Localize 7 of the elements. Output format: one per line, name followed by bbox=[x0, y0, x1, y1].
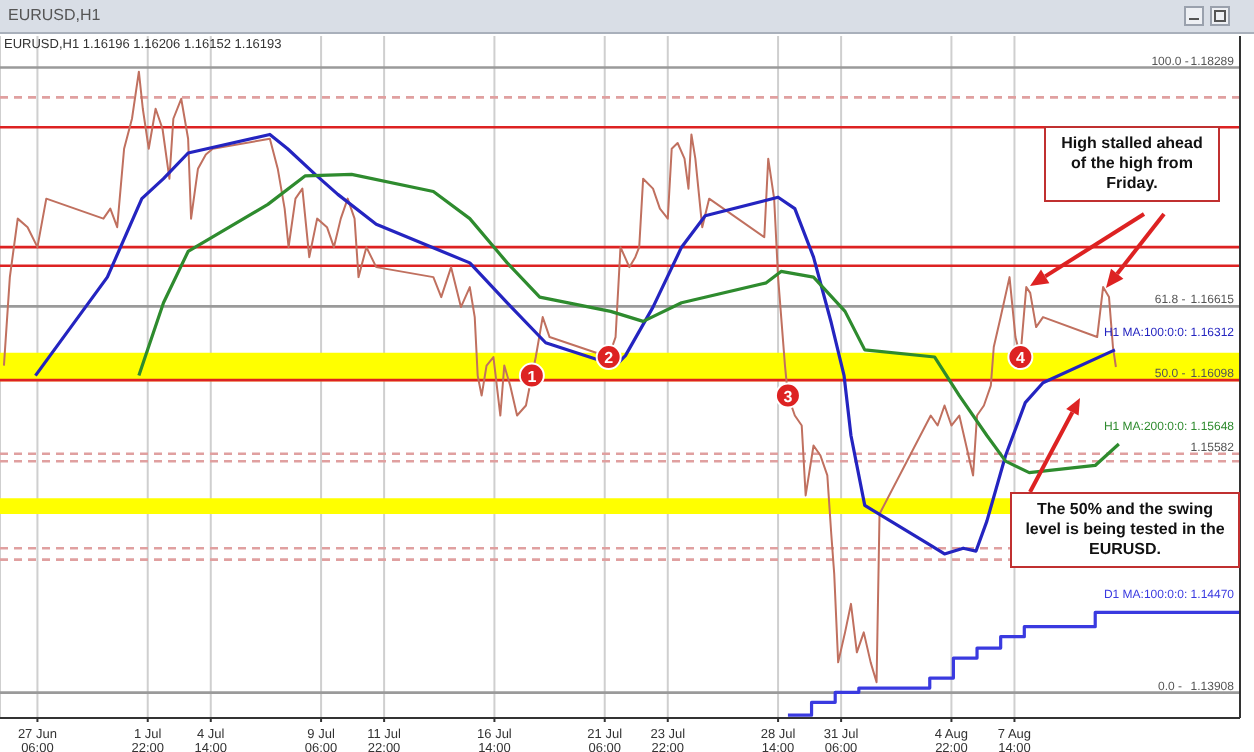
chart-title: EURUSD,H1 bbox=[8, 6, 101, 24]
annotation: 3 bbox=[783, 387, 794, 406]
annotation: 4 bbox=[1015, 349, 1026, 368]
annotation: 1 bbox=[527, 367, 538, 386]
annotation: High stalled ahead of the high from Friday. bbox=[1044, 126, 1220, 202]
annotation: 2 bbox=[604, 349, 615, 368]
annotation: The 50% and the swing level is being tested in the EURUSD. bbox=[1010, 492, 1240, 568]
